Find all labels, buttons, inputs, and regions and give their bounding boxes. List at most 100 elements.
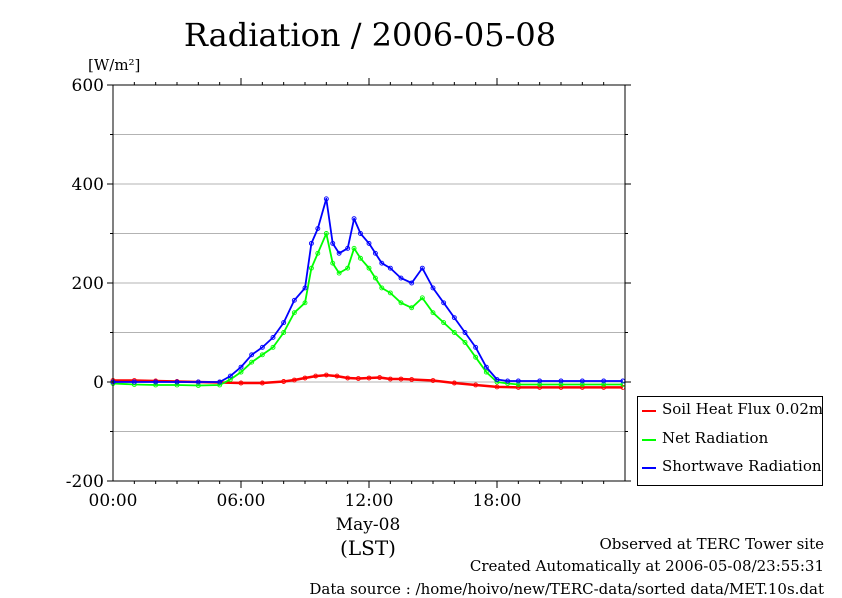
data-point <box>409 377 415 382</box>
data-point <box>366 375 372 381</box>
data-point <box>174 379 180 385</box>
legend-label: Shortwave Radiation <box>662 457 822 475</box>
data-point <box>281 330 287 335</box>
data-point <box>515 384 521 390</box>
x-date-label: May-08 <box>336 515 401 535</box>
data-point <box>217 379 223 385</box>
data-point <box>379 285 385 291</box>
data-point <box>238 369 244 375</box>
data-point <box>330 240 336 246</box>
data-point <box>483 364 489 370</box>
data-point <box>345 245 351 251</box>
chart-title: Radiation / 2006-05-08 <box>184 16 556 54</box>
data-point <box>601 378 607 384</box>
data-point <box>345 375 351 381</box>
data-point <box>315 226 321 232</box>
data-point <box>505 378 511 384</box>
data-point <box>259 380 265 386</box>
data-point <box>291 310 297 316</box>
data-point <box>358 231 363 236</box>
data-point <box>366 240 372 246</box>
data-point <box>601 384 607 390</box>
data-point <box>473 354 479 360</box>
data-point <box>558 378 564 384</box>
data-point <box>195 383 201 388</box>
data-point <box>372 275 378 281</box>
x-tick-label: 00:00 <box>89 491 138 511</box>
data-point <box>270 335 276 340</box>
data-point <box>195 379 201 385</box>
data-point <box>366 265 372 271</box>
data-point <box>313 373 319 379</box>
data-point <box>430 285 436 291</box>
x-tick-label: 06:00 <box>217 491 266 511</box>
data-point <box>334 373 340 379</box>
data-point <box>355 376 361 381</box>
data-point <box>537 384 543 390</box>
data-point <box>579 384 585 390</box>
data-point <box>419 265 425 271</box>
data-point <box>398 275 404 281</box>
data-point <box>515 378 521 384</box>
data-point <box>330 260 336 266</box>
data-point <box>345 265 351 271</box>
y-tick-label: 0 <box>93 373 104 393</box>
data-point <box>217 382 223 388</box>
data-point <box>537 382 543 387</box>
footer-observed: Observed at TERC Tower site <box>599 535 824 553</box>
data-point <box>558 384 564 390</box>
x-tick-label: 18:00 <box>473 491 522 511</box>
data-point <box>515 382 521 387</box>
data-point <box>302 375 308 381</box>
legend-label: Net Radiation <box>662 429 769 447</box>
data-point <box>336 250 342 256</box>
data-point <box>281 379 287 384</box>
y-tick-label: 200 <box>72 274 104 294</box>
y-tick-label: 600 <box>72 76 104 96</box>
data-point <box>351 216 357 222</box>
data-point <box>379 260 385 266</box>
data-point <box>323 372 329 378</box>
data-point <box>358 255 363 261</box>
data-point <box>409 280 415 286</box>
data-point <box>558 382 564 387</box>
data-point <box>174 382 180 388</box>
data-point <box>419 295 425 301</box>
series-layer <box>110 196 626 390</box>
data-point <box>323 196 329 202</box>
legend-label: Soil Heat Flux 0.02m <box>662 400 824 418</box>
data-point <box>451 380 457 386</box>
data-point <box>238 364 244 370</box>
y-tick-label: -200 <box>66 472 104 492</box>
data-point <box>227 373 233 379</box>
data-point <box>291 297 297 303</box>
data-point <box>398 376 404 382</box>
data-point <box>302 285 308 291</box>
data-point <box>336 270 342 276</box>
data-point <box>351 245 357 251</box>
data-point <box>601 382 607 387</box>
data-point <box>473 382 479 388</box>
data-point <box>451 315 457 321</box>
data-point <box>227 377 233 382</box>
footer-source: Data source : /home/hoivo/new/TERC-data/… <box>309 580 824 598</box>
data-point <box>462 339 468 345</box>
data-point <box>483 369 489 375</box>
data-point <box>315 250 321 256</box>
series-line <box>112 232 623 387</box>
data-point <box>249 352 255 358</box>
data-point <box>462 330 468 335</box>
data-point <box>238 380 244 386</box>
data-point <box>473 344 479 350</box>
data-point <box>494 377 500 382</box>
data-point <box>377 375 383 380</box>
data-point <box>430 310 436 316</box>
data-point <box>308 265 314 271</box>
legend-item-soil-heat-flux: Soil Heat Flux 0.02m <box>640 400 824 422</box>
data-point <box>398 300 404 306</box>
data-point <box>387 265 393 271</box>
data-point <box>249 359 255 365</box>
data-point <box>259 344 265 350</box>
data-point <box>270 344 276 350</box>
